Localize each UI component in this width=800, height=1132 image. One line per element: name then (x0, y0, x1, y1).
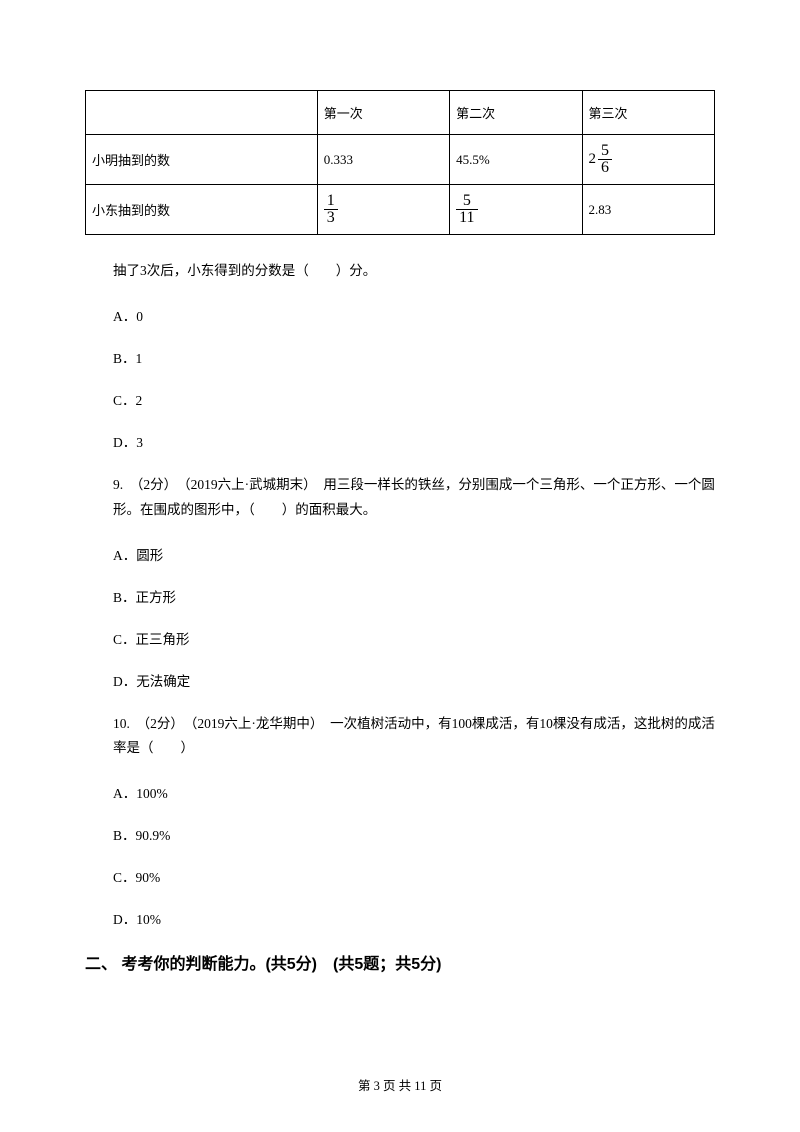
option-b: B．1 (85, 347, 715, 367)
option-a: A．圆形 (85, 544, 715, 564)
table-header-cell: 第三次 (582, 91, 714, 135)
fraction: 1 3 (324, 193, 338, 226)
table-cell: 2.83 (582, 185, 714, 235)
row-label: 小明抽到的数 (86, 135, 318, 185)
table-cell: 2 5 6 (582, 135, 714, 185)
table-cell: 0.333 (317, 135, 449, 185)
option-c: C．90% (85, 866, 715, 886)
fraction-denominator: 11 (456, 210, 477, 226)
fraction-numerator: 1 (324, 193, 338, 210)
fraction-numerator: 5 (456, 193, 477, 210)
table-row: 小东抽到的数 1 3 5 11 2.83 (86, 185, 715, 235)
fraction-denominator: 6 (598, 160, 612, 176)
section-2-header: 二、 考考你的判断能力。(共5分) (共5题；共5分) (85, 950, 715, 974)
question-10-stem: 10. （2分） （2019六上·龙华期中） 一次植树活动中，有100棵成活，有… (85, 712, 715, 761)
question-9-stem: 9. （2分） （2019六上·武城期末） 用三段一样长的铁丝，分别围成一个三角… (85, 473, 715, 522)
option-a: A．0 (85, 305, 715, 325)
table-header-cell: 第一次 (317, 91, 449, 135)
mixed-whole: 2 (589, 151, 597, 168)
table-row: 第一次 第二次 第三次 (86, 91, 715, 135)
option-b: B．90.9% (85, 824, 715, 844)
option-a: A．100% (85, 782, 715, 802)
option-b: B．正方形 (85, 586, 715, 606)
data-table: 第一次 第二次 第三次 小明抽到的数 0.333 45.5% 2 5 6 小东抽… (85, 90, 715, 235)
row-label: 小东抽到的数 (86, 185, 318, 235)
mixed-number: 2 5 6 (589, 143, 613, 176)
table-header-cell (86, 91, 318, 135)
option-d: D．10% (85, 908, 715, 928)
table-cell: 1 3 (317, 185, 449, 235)
page-footer: 第 3 页 共 11 页 (0, 1075, 800, 1094)
table-cell: 5 11 (450, 185, 582, 235)
option-d: D．无法确定 (85, 670, 715, 690)
fraction: 5 6 (598, 143, 612, 176)
fraction-numerator: 5 (598, 143, 612, 160)
option-c: C．2 (85, 389, 715, 409)
table-cell: 45.5% (450, 135, 582, 185)
option-d: D．3 (85, 431, 715, 451)
fraction-denominator: 3 (324, 210, 338, 226)
table-header-cell: 第二次 (450, 91, 582, 135)
fraction: 5 11 (456, 193, 477, 226)
table-row: 小明抽到的数 0.333 45.5% 2 5 6 (86, 135, 715, 185)
question-8-stem: 抽了3次后，小东得到的分数是（ ）分。 (85, 259, 715, 283)
option-c: C．正三角形 (85, 628, 715, 648)
